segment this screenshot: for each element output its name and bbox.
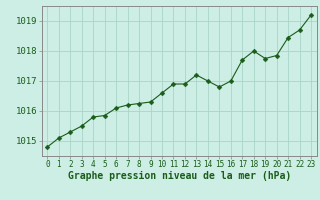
X-axis label: Graphe pression niveau de la mer (hPa): Graphe pression niveau de la mer (hPa) xyxy=(68,171,291,181)
